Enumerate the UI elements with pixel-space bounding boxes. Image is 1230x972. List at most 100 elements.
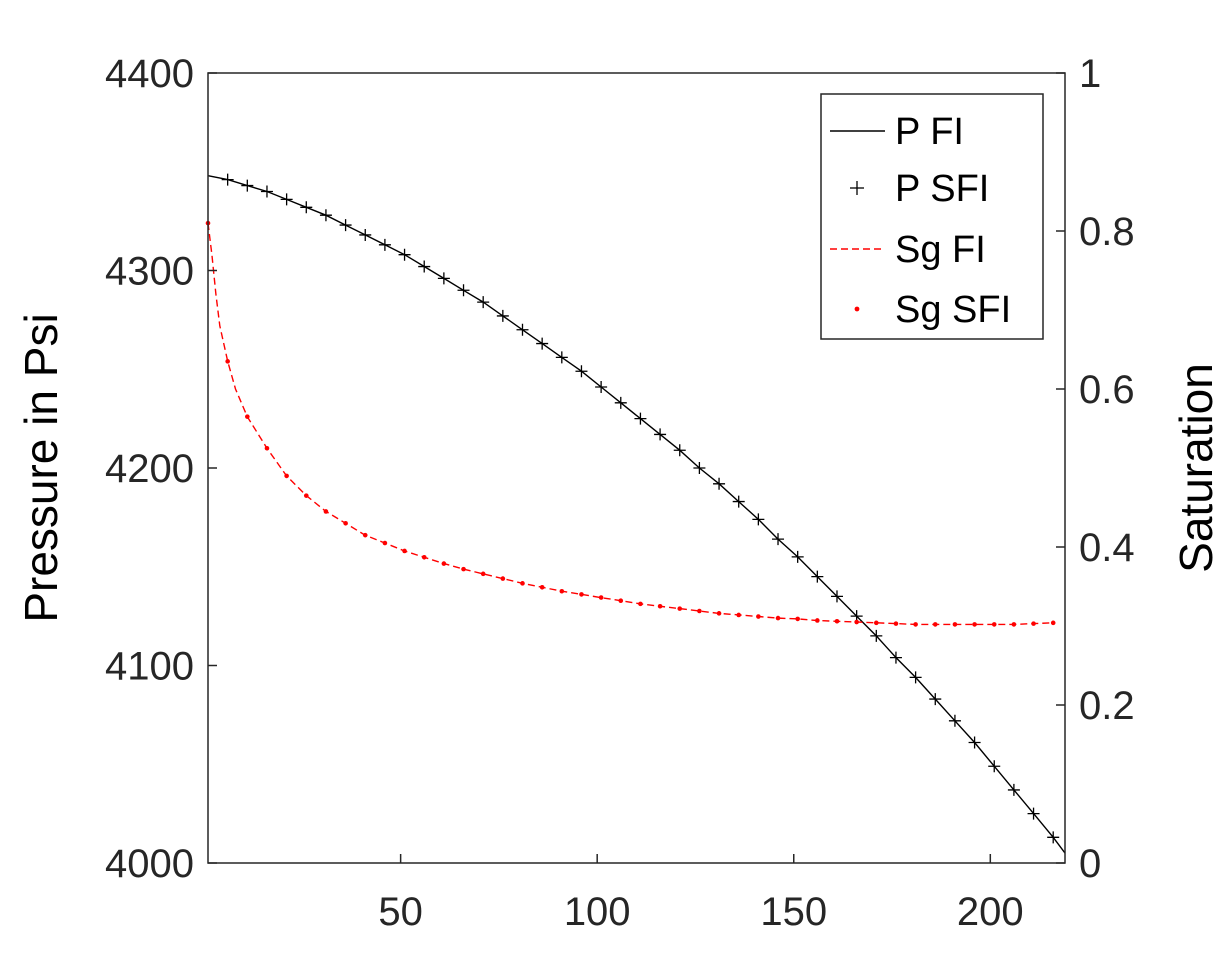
data-point-p-sfi bbox=[260, 185, 273, 198]
y-tick-label: 4100 bbox=[105, 645, 194, 689]
data-point-sg-sfi bbox=[598, 595, 604, 600]
data-point-sg-sfi bbox=[972, 622, 977, 627]
data-point-p-sfi bbox=[516, 323, 529, 336]
legend-box bbox=[820, 93, 1044, 340]
data-point-p-sfi bbox=[791, 550, 804, 563]
legend-label-p-fi: P FI bbox=[895, 111, 964, 153]
data-point-p-sfi bbox=[811, 570, 824, 583]
data-point-sg-sfi bbox=[736, 612, 742, 618]
data-point-p-sfi bbox=[575, 365, 588, 378]
y2-axis-title: Saturation bbox=[1170, 363, 1222, 573]
data-point-sg-sfi bbox=[225, 359, 230, 364]
data-point-sg-sfi bbox=[893, 621, 899, 626]
data-point-sg-sfi bbox=[264, 445, 270, 451]
data-point-sg-sfi bbox=[638, 601, 643, 607]
y2-tick-label: 0 bbox=[1079, 842, 1101, 886]
data-point-p-sfi bbox=[713, 477, 726, 490]
data-point-sg-sfi bbox=[1050, 620, 1056, 626]
data-point-sg-sfi bbox=[441, 561, 447, 566]
data-point-sg-sfi bbox=[657, 603, 663, 609]
legend-label-sg-sfi: Sg SFI bbox=[895, 289, 1011, 331]
data-point-p-sfi bbox=[693, 462, 706, 474]
data-point-sg-sfi bbox=[697, 608, 702, 614]
data-point-sg-sfi bbox=[834, 618, 840, 624]
data-point-sg-sfi bbox=[480, 571, 486, 577]
y2-tick-label: 0.8 bbox=[1079, 210, 1135, 254]
y2-tick-label: 0.2 bbox=[1079, 684, 1135, 728]
data-point-p-sfi bbox=[830, 590, 843, 603]
y-axis-ticks: 4000 4100 4200 4300 4400 bbox=[105, 52, 217, 886]
data-point-sg-sfi bbox=[716, 611, 722, 616]
data-point-sg-sfi bbox=[815, 618, 820, 623]
legend-swatch-p-sfi bbox=[850, 181, 864, 195]
data-point-p-sfi bbox=[418, 260, 431, 273]
data-point-p-sfi bbox=[339, 219, 352, 232]
data-point-sg-sfi bbox=[579, 592, 584, 597]
data-point-p-sfi bbox=[496, 309, 509, 322]
data-point-p-sfi bbox=[909, 671, 922, 684]
y2-axis-ticks: 0 0.2 0.4 0.6 0.8 1 bbox=[1056, 52, 1135, 886]
data-point-sg-sfi bbox=[854, 619, 859, 625]
data-point-p-sfi bbox=[280, 193, 293, 206]
data-point-sg-sfi bbox=[520, 581, 525, 586]
data-point-p-sfi bbox=[614, 396, 627, 409]
y-tick-label: 4200 bbox=[105, 447, 194, 491]
y-axis-title: Pressure in Psi bbox=[15, 313, 67, 622]
data-point-p-sfi bbox=[555, 351, 568, 364]
x-tick-label: 200 bbox=[957, 890, 1024, 934]
series-layer bbox=[205, 173, 1066, 854]
series-line-sg-fi bbox=[207, 223, 1054, 626]
y2-tick-label: 1 bbox=[1079, 52, 1101, 96]
data-point-sg-sfi bbox=[402, 548, 407, 554]
data-point-p-sfi bbox=[457, 284, 470, 297]
legend-label-sg-fi: Sg FI bbox=[895, 229, 986, 271]
data-point-sg-sfi bbox=[874, 620, 879, 626]
y-tick-label: 4400 bbox=[105, 52, 194, 96]
data-point-p-sfi bbox=[437, 272, 450, 285]
data-point-sg-sfi bbox=[618, 598, 624, 604]
data-point-p-sfi bbox=[732, 495, 745, 508]
y-tick-label: 4000 bbox=[105, 842, 194, 886]
series-markers-p-sfi bbox=[221, 173, 1060, 844]
data-point-p-sfi bbox=[772, 533, 785, 546]
series-markers-sg-sfi bbox=[205, 220, 1056, 627]
data-point-p-sfi bbox=[654, 428, 667, 441]
data-point-sg-sfi bbox=[382, 540, 388, 546]
y2-tick-label: 0.6 bbox=[1079, 368, 1135, 412]
data-point-p-sfi bbox=[889, 651, 902, 664]
data-point-sg-sfi bbox=[913, 622, 918, 627]
data-point-p-sfi bbox=[673, 444, 686, 457]
x-tick-label: 50 bbox=[378, 890, 423, 934]
data-point-p-sfi bbox=[595, 381, 608, 394]
legend-swatch-sg-sfi bbox=[854, 306, 860, 312]
data-point-p-sfi bbox=[1007, 783, 1020, 796]
data-point-sg-sfi bbox=[362, 532, 368, 538]
data-point-p-sfi bbox=[752, 513, 765, 526]
data-point-sg-sfi bbox=[284, 473, 289, 479]
data-point-sg-sfi bbox=[461, 566, 466, 572]
data-point-p-sfi bbox=[968, 736, 981, 749]
x-axis-ticks: 50 100 150 200 bbox=[378, 854, 1024, 934]
data-point-sg-sfi bbox=[991, 622, 997, 627]
data-point-p-sfi bbox=[241, 179, 254, 192]
data-point-sg-sfi bbox=[795, 616, 800, 622]
data-point-sg-sfi bbox=[932, 622, 938, 627]
data-point-sg-sfi bbox=[303, 493, 309, 498]
data-point-p-sfi bbox=[398, 248, 411, 261]
data-point-sg-sfi bbox=[952, 622, 958, 627]
legend: P FI P SFI Sg FI Sg SFI bbox=[820, 93, 1044, 340]
data-point-sg-sfi bbox=[421, 554, 427, 560]
data-point-p-sfi bbox=[378, 238, 391, 251]
legend-label-p-sfi: P SFI bbox=[895, 168, 989, 210]
data-point-sg-sfi bbox=[343, 521, 348, 526]
data-point-p-sfi bbox=[359, 228, 372, 241]
y2-tick-label: 0.4 bbox=[1079, 526, 1135, 570]
data-point-p-sfi bbox=[319, 209, 332, 222]
data-point-p-sfi bbox=[988, 760, 1001, 773]
data-point-sg-sfi bbox=[1031, 621, 1036, 626]
data-point-sg-sfi bbox=[539, 584, 545, 590]
data-point-p-sfi bbox=[634, 412, 647, 425]
data-point-sg-sfi bbox=[775, 615, 781, 621]
data-point-sg-sfi bbox=[756, 614, 761, 619]
